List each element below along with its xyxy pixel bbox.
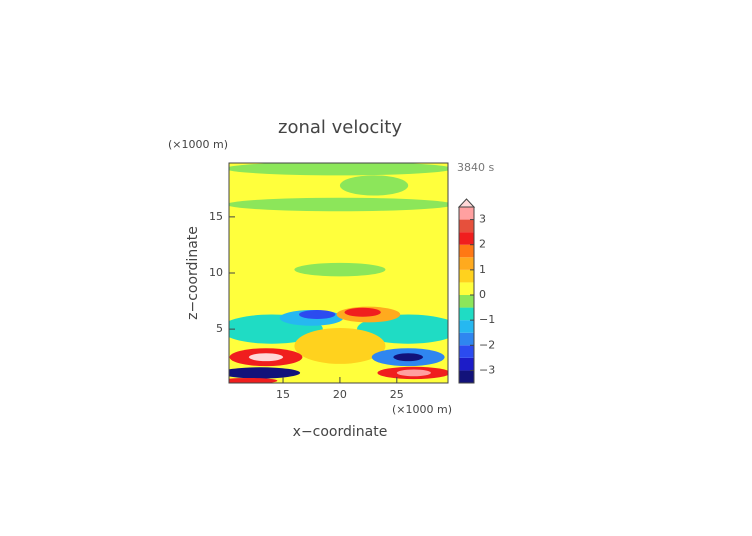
contour-region: [248, 353, 284, 362]
contour-region: [344, 307, 381, 317]
contour-field: [229, 163, 448, 383]
colorbar-band: [459, 257, 474, 270]
contour-region: [229, 197, 448, 212]
colorbar-tick-label: −3: [479, 363, 495, 376]
x-tick-label: 15: [276, 388, 290, 401]
colorbar-band: [459, 282, 474, 295]
contour-region: [339, 175, 409, 196]
contour-region: [393, 353, 423, 362]
contour-region: [294, 262, 386, 277]
colorbar-band: [459, 232, 474, 245]
y-unit: (×1000 m): [168, 138, 228, 151]
y-tick-label: 5: [216, 322, 223, 335]
x-tick-label: 20: [333, 388, 347, 401]
y-tick-label: 10: [209, 266, 223, 279]
colorbar-tick-label: 0: [479, 288, 486, 301]
colorbar-band: [459, 345, 474, 358]
colorbar-tick-label: 2: [479, 238, 486, 251]
colorbar-band: [459, 357, 474, 371]
x-unit: (×1000 m): [392, 403, 452, 416]
contour-region: [229, 367, 301, 379]
contour-region: [294, 328, 386, 364]
colorbar-tick-label: 3: [479, 213, 486, 226]
colorbar-tick-label: −1: [479, 313, 495, 326]
colorbar-band: [459, 332, 474, 346]
colorbar-band: [459, 307, 474, 321]
y-tick-label: 15: [209, 210, 223, 223]
x-tick-label: 25: [390, 388, 404, 401]
colorbar-band: [459, 320, 474, 333]
x-axis-label: x−coordinate: [293, 424, 388, 440]
colorbar-band: [459, 244, 474, 258]
colorbar-band: [459, 370, 474, 383]
contour-region: [229, 163, 448, 176]
colorbar-band: [459, 219, 474, 233]
contour-region: [229, 377, 278, 383]
colorbar-tick-label: −2: [479, 338, 495, 351]
colorbar-band: [459, 207, 474, 220]
colorbar-band: [459, 295, 474, 308]
chart-title: zonal velocity: [278, 117, 402, 138]
contour-region: [298, 310, 336, 320]
y-axis-label: z−coordinate: [185, 226, 201, 320]
colorbar-band: [459, 269, 474, 283]
colorbar-extend: [457, 198, 476, 208]
contour-region: [396, 369, 431, 377]
colorbar-tick-label: 1: [479, 263, 486, 276]
time-label: 3840 s: [457, 161, 494, 174]
